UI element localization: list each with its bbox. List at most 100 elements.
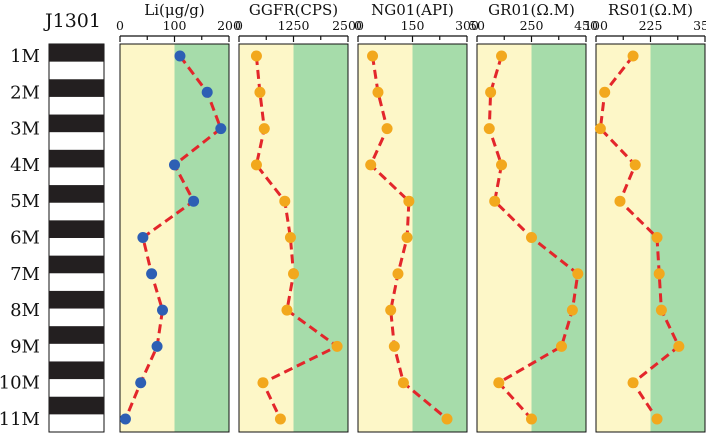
depth-label: 1M [10, 46, 40, 67]
data-point [489, 195, 501, 207]
tick-label: 225 [639, 18, 663, 33]
core-strip [48, 43, 105, 433]
data-point [250, 50, 262, 62]
data-point [651, 232, 663, 243]
core-block [49, 79, 104, 97]
tick-label: 1250 [278, 18, 310, 33]
data-point [673, 340, 685, 352]
tick-label: 200 [217, 18, 241, 33]
tick-label: 100 [163, 18, 187, 33]
tick-label: 100 [584, 18, 608, 33]
core-block [49, 114, 104, 133]
data-point [572, 268, 584, 280]
core-block [49, 220, 104, 238]
data-point [397, 377, 409, 389]
data-point [655, 304, 667, 316]
core-block [49, 185, 104, 203]
zone-low [239, 44, 294, 432]
data-point [594, 123, 606, 135]
data-point [274, 413, 286, 425]
track-title: RS01(Ω.M) [608, 1, 693, 19]
well-name: J1301 [43, 10, 101, 32]
depth-label: 11M [0, 409, 40, 430]
data-point [555, 340, 567, 352]
tick-label: 50 [469, 18, 485, 33]
depth-label: 8M [10, 300, 40, 321]
data-point [135, 377, 147, 389]
data-point [257, 377, 269, 389]
tick-label: 450 [574, 18, 598, 33]
depth-label: 3M [10, 119, 40, 140]
data-point [151, 340, 163, 352]
depth-label: 6M [10, 228, 40, 249]
track-title: NG01(API) [371, 1, 454, 19]
data-point [137, 232, 149, 243]
data-point [627, 377, 639, 389]
core-block [49, 326, 104, 344]
data-point [483, 123, 495, 135]
data-point [119, 413, 131, 425]
tick-label: 0 [116, 18, 124, 33]
data-point [629, 159, 641, 171]
log-track: Li(μg/g) 0 100 200 [116, 1, 241, 433]
track-frame [357, 43, 468, 433]
log-track: GR01(Ω.M)50 250 450 [469, 1, 598, 433]
data-point [381, 123, 393, 135]
log-track: GGFR(CPS) 0 1250 2500 [235, 1, 364, 433]
log-track: NG01(API) 0 150 300 [354, 1, 479, 433]
data-point [254, 86, 266, 98]
track-frame [119, 43, 230, 433]
tick-label: 0 [354, 18, 362, 33]
data-point [284, 232, 296, 243]
data-point [403, 195, 415, 207]
core-block [49, 149, 104, 168]
data-point [188, 195, 200, 207]
data-point [496, 159, 508, 171]
zone-high [174, 44, 229, 432]
depth-labels: 1M 2M 3M 4M 5M 6M 7M 8M 9M 10M 11M [0, 46, 40, 430]
core-block [49, 396, 104, 415]
tick-label: 350 [693, 18, 706, 33]
data-point [392, 268, 404, 280]
depth-label: 2M [10, 82, 40, 103]
track-frame [476, 43, 587, 433]
track-title: Li(μg/g) [144, 1, 204, 19]
depth-label: 7M [10, 264, 40, 285]
data-point [385, 304, 397, 316]
data-point [157, 304, 169, 316]
tick-label: 0 [235, 18, 243, 33]
data-point [485, 86, 497, 98]
data-point [169, 159, 180, 171]
track-frame [595, 43, 706, 433]
data-point [566, 304, 578, 316]
data-point [651, 413, 663, 425]
data-point [258, 123, 270, 135]
zone-high [412, 44, 467, 432]
core-block [49, 361, 104, 380]
zone-high [531, 44, 586, 432]
data-point [288, 268, 299, 280]
tick-label: 250 [520, 18, 544, 33]
data-point [401, 232, 413, 243]
data-point [250, 159, 262, 171]
track-title: GR01(Ω.M) [488, 1, 575, 19]
data-point [174, 50, 186, 62]
data-point [526, 413, 537, 425]
tick-label: 150 [401, 18, 425, 33]
track-frame [238, 43, 349, 433]
depth-label: 9M [10, 336, 40, 357]
depth-label: 10M [0, 373, 40, 394]
data-point [614, 195, 626, 207]
data-point [388, 340, 400, 352]
data-point [146, 268, 158, 280]
core-block [49, 290, 104, 309]
zone-low [596, 44, 651, 432]
log-track: RS01(Ω.M)100 225 350 [584, 1, 706, 433]
zone-low [477, 44, 532, 432]
depth-label: 5M [10, 191, 40, 212]
core-block [49, 255, 104, 274]
tick-label: 300 [455, 18, 479, 33]
core-block [49, 44, 104, 62]
